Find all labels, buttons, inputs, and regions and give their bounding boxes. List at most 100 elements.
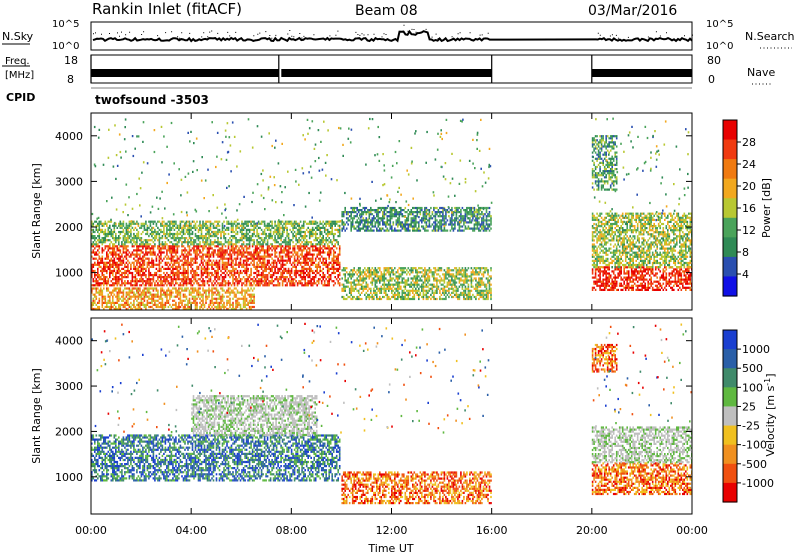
power-cell xyxy=(452,289,455,292)
power-cell xyxy=(464,277,467,280)
power-cell xyxy=(227,245,230,248)
power-cell xyxy=(254,284,257,287)
power-cell xyxy=(442,289,444,292)
power-cell xyxy=(140,280,143,283)
power-cell xyxy=(194,274,197,277)
power-cell xyxy=(395,271,398,274)
power-cell xyxy=(263,222,266,225)
power-cell xyxy=(473,273,476,276)
power-cell xyxy=(137,245,140,248)
power-cell xyxy=(131,222,134,225)
power-cell xyxy=(158,235,161,238)
power-cell xyxy=(91,243,93,246)
power-cell xyxy=(326,220,329,223)
power-cell xyxy=(200,237,203,240)
power-cell xyxy=(262,255,264,258)
power-cell xyxy=(430,297,432,301)
power-cell xyxy=(248,235,251,238)
power-cell xyxy=(161,282,164,285)
power-cell xyxy=(100,278,102,281)
power-cell xyxy=(197,274,200,277)
power-cell xyxy=(362,277,365,280)
power-cell xyxy=(365,277,368,280)
power-cell xyxy=(304,284,306,287)
power-cell xyxy=(145,269,147,273)
power-cell xyxy=(202,274,204,277)
power-cell xyxy=(185,230,188,234)
power-cell xyxy=(476,287,479,290)
power-cell xyxy=(229,276,231,279)
power-cell xyxy=(230,245,233,248)
power-cell xyxy=(239,237,242,240)
power-cell xyxy=(286,232,288,236)
power-cell xyxy=(112,245,114,248)
power-cell xyxy=(245,235,248,238)
power-cell xyxy=(334,228,336,231)
power-cell xyxy=(328,267,330,270)
power-cell xyxy=(196,226,198,229)
power-cell xyxy=(134,249,137,252)
power-cell xyxy=(470,267,473,270)
power-cell xyxy=(208,257,210,260)
power-cell xyxy=(160,289,162,292)
power-cell xyxy=(323,245,326,248)
power-cell xyxy=(466,293,468,296)
power-cell xyxy=(280,259,282,262)
power-cell xyxy=(113,267,116,270)
power-cell xyxy=(293,265,296,268)
power-cell xyxy=(331,241,333,244)
power-cell xyxy=(395,297,398,301)
power-cell xyxy=(277,269,279,273)
power-cell xyxy=(172,282,174,285)
power-cell xyxy=(187,274,189,277)
power-cell xyxy=(247,287,249,290)
power-cell xyxy=(133,235,135,238)
power-cell xyxy=(142,301,144,304)
power-cell xyxy=(259,226,261,229)
power-cell xyxy=(98,289,101,292)
power-cell xyxy=(385,277,387,280)
power-cell xyxy=(310,259,312,262)
power-cell xyxy=(421,275,423,278)
power-cell xyxy=(412,297,414,301)
power-cell xyxy=(116,291,119,294)
power-cell xyxy=(179,291,182,294)
power-cell xyxy=(133,232,135,236)
power-cell xyxy=(464,289,467,292)
power-cell xyxy=(143,228,146,231)
nsky-label: N.Sky xyxy=(2,30,34,43)
power-cell xyxy=(151,257,153,260)
power-cell xyxy=(295,220,297,223)
power-cell xyxy=(457,297,459,301)
power-cell xyxy=(190,232,192,236)
power-cell xyxy=(145,232,147,236)
power-cell xyxy=(289,269,291,273)
power-cell xyxy=(112,230,114,234)
power-cell xyxy=(226,299,228,302)
power-cell xyxy=(314,263,317,266)
power-cell xyxy=(281,259,284,262)
power-cell xyxy=(391,271,393,274)
power-cell xyxy=(182,305,185,309)
power-cell xyxy=(437,267,440,270)
power-cell xyxy=(357,275,360,278)
power-cell xyxy=(236,303,239,306)
power-cell xyxy=(185,249,188,252)
power-cell xyxy=(95,257,98,260)
power-cell xyxy=(107,301,110,304)
power-cell xyxy=(266,245,269,248)
power-cell xyxy=(125,239,128,242)
power-cell xyxy=(337,280,339,283)
power-cell xyxy=(301,237,303,240)
power-cell xyxy=(107,249,110,252)
power-cell xyxy=(197,295,200,298)
power-cell xyxy=(97,284,99,287)
power-cell xyxy=(310,263,312,266)
power-cell xyxy=(151,295,153,298)
power-cell xyxy=(211,293,213,296)
power-cell xyxy=(131,237,134,240)
power-cell xyxy=(247,237,249,240)
power-cell xyxy=(212,232,215,236)
power-cell xyxy=(269,247,272,250)
power-cell xyxy=(304,280,306,283)
